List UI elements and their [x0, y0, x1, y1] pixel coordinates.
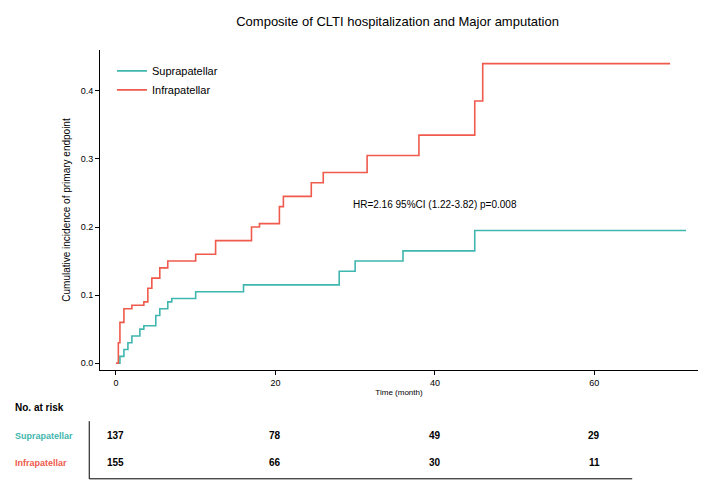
svg-text:Infrapatellar: Infrapatellar	[15, 458, 67, 468]
svg-text:Infrapatellar: Infrapatellar	[152, 84, 210, 96]
svg-text:60: 60	[589, 378, 599, 388]
svg-text:0.2: 0.2	[81, 222, 94, 232]
svg-text:0.3: 0.3	[81, 154, 94, 164]
svg-text:Suprapatellar: Suprapatellar	[15, 431, 73, 441]
svg-text:11: 11	[589, 457, 600, 468]
svg-text:30: 30	[429, 457, 441, 468]
svg-text:40: 40	[430, 378, 440, 388]
svg-text:49: 49	[429, 430, 441, 441]
svg-text:0.1: 0.1	[81, 290, 94, 300]
svg-text:Suprapatellar: Suprapatellar	[152, 65, 218, 77]
svg-text:78: 78	[269, 430, 281, 441]
svg-text:66: 66	[269, 457, 281, 468]
svg-text:0.0: 0.0	[81, 358, 94, 368]
svg-text:0.4: 0.4	[81, 86, 94, 96]
svg-text:Composite of CLTI hospitalizat: Composite of CLTI hospitalization and Ma…	[236, 14, 559, 29]
svg-text:137: 137	[107, 430, 124, 441]
svg-text:0: 0	[113, 378, 118, 388]
svg-text:29: 29	[588, 430, 600, 441]
svg-text:155: 155	[107, 457, 124, 468]
svg-text:HR=2.16 95%CI (1.22-3.82) p=0.: HR=2.16 95%CI (1.22-3.82) p=0.008	[353, 199, 517, 210]
svg-text:Time (month): Time (month)	[375, 388, 423, 397]
svg-text:Cumulative incidence of primar: Cumulative incidence of primary endpoint	[61, 118, 72, 302]
svg-text:20: 20	[270, 378, 280, 388]
svg-text:No. at risk: No. at risk	[15, 402, 64, 413]
